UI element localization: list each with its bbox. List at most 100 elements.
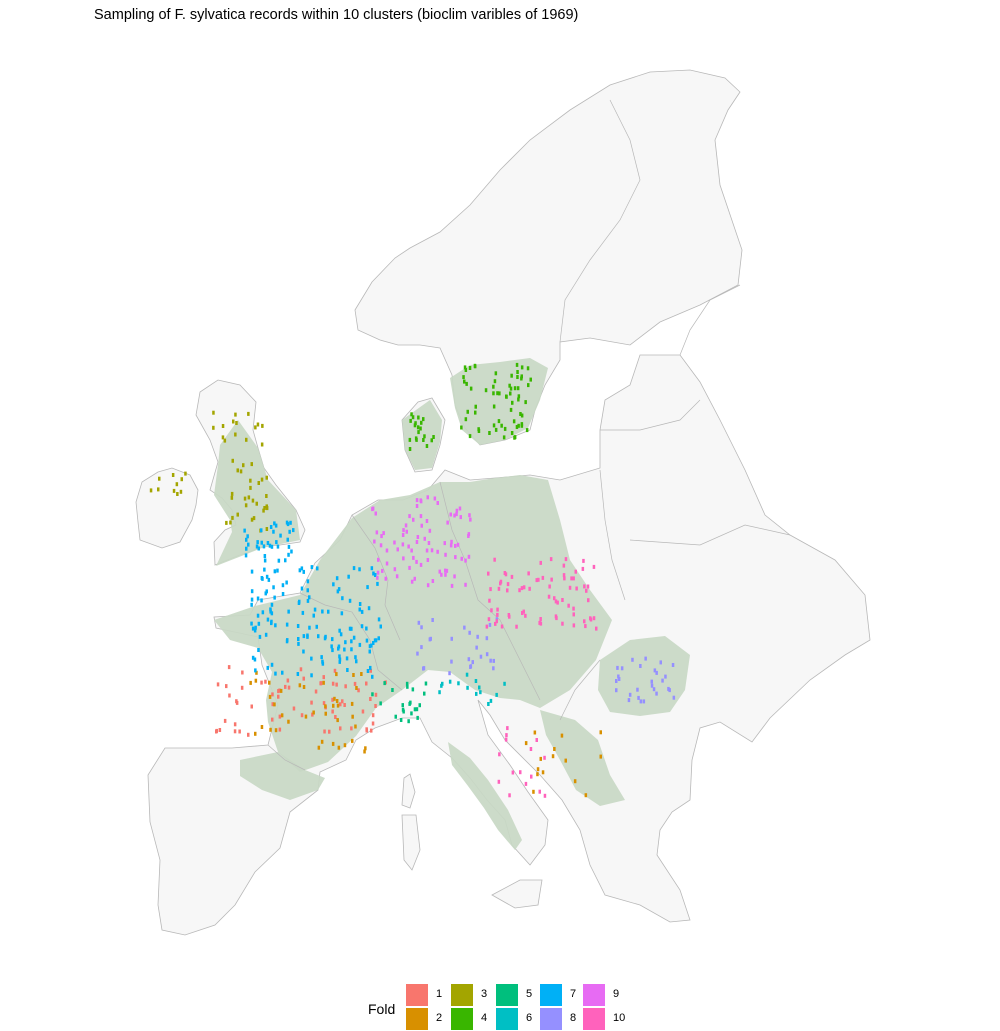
record-point-fold-7 bbox=[337, 646, 340, 651]
record-point-fold-7 bbox=[274, 623, 277, 628]
record-point-fold-7 bbox=[270, 619, 273, 624]
record-point-fold-4 bbox=[409, 418, 412, 423]
record-point-fold-2 bbox=[317, 745, 321, 750]
record-point-fold-3 bbox=[175, 482, 179, 487]
record-point-fold-4 bbox=[463, 379, 466, 384]
record-point-fold-9 bbox=[412, 517, 415, 522]
record-point-fold-10 bbox=[556, 600, 559, 605]
record-point-fold-10 bbox=[497, 779, 501, 784]
record-point-fold-1 bbox=[215, 728, 218, 733]
record-point-fold-1 bbox=[238, 729, 241, 734]
record-point-fold-10 bbox=[529, 747, 533, 751]
record-point-fold-7 bbox=[276, 568, 279, 573]
record-point-fold-10 bbox=[504, 737, 508, 742]
record-point-fold-9 bbox=[464, 558, 467, 563]
record-point-fold-9 bbox=[419, 499, 423, 504]
record-point-fold-8 bbox=[628, 692, 632, 697]
record-point-fold-2 bbox=[351, 714, 354, 719]
record-point-fold-3 bbox=[243, 496, 247, 501]
record-point-fold-9 bbox=[467, 534, 470, 538]
record-point-fold-7 bbox=[316, 566, 319, 571]
record-point-fold-2 bbox=[343, 743, 347, 748]
record-point-fold-1 bbox=[260, 680, 263, 685]
record-point-fold-1 bbox=[322, 675, 325, 680]
record-point-fold-7 bbox=[273, 595, 276, 600]
record-point-fold-2 bbox=[336, 718, 339, 723]
record-point-fold-9 bbox=[460, 556, 463, 561]
record-point-fold-2 bbox=[255, 670, 258, 675]
record-point-fold-1 bbox=[250, 704, 253, 709]
record-point-fold-8 bbox=[620, 666, 624, 671]
record-point-fold-7 bbox=[247, 542, 250, 547]
record-point-fold-2 bbox=[324, 704, 327, 709]
record-point-fold-7 bbox=[269, 525, 273, 529]
record-point-fold-7 bbox=[251, 626, 255, 631]
record-point-fold-10 bbox=[572, 606, 575, 611]
record-point-fold-7 bbox=[320, 655, 323, 660]
record-point-fold-7 bbox=[376, 581, 379, 586]
record-point-fold-2 bbox=[249, 680, 252, 685]
record-point-fold-3 bbox=[234, 432, 237, 437]
record-point-fold-4 bbox=[520, 376, 523, 381]
record-point-fold-3 bbox=[247, 495, 251, 500]
landmass-sardinia bbox=[401, 814, 421, 871]
record-point-fold-9 bbox=[445, 568, 449, 573]
record-point-fold-8 bbox=[644, 656, 647, 661]
record-point-fold-7 bbox=[345, 656, 349, 661]
record-point-fold-7 bbox=[250, 569, 254, 574]
record-point-fold-1 bbox=[369, 668, 372, 673]
country-border-3 bbox=[439, 481, 541, 701]
record-point-fold-10 bbox=[535, 738, 538, 742]
record-point-fold-7 bbox=[300, 586, 304, 591]
record-point-fold-4 bbox=[520, 365, 524, 370]
record-point-fold-7 bbox=[308, 595, 311, 600]
record-point-fold-8 bbox=[448, 671, 451, 676]
record-point-fold-7 bbox=[256, 613, 260, 618]
record-point-fold-3 bbox=[212, 425, 215, 430]
record-point-fold-8 bbox=[416, 651, 419, 656]
record-point-fold-4 bbox=[474, 404, 477, 409]
record-point-fold-1 bbox=[292, 706, 296, 711]
record-point-fold-1 bbox=[322, 701, 326, 706]
record-point-fold-10 bbox=[572, 623, 576, 628]
record-point-fold-1 bbox=[334, 715, 337, 719]
record-point-fold-2 bbox=[322, 680, 325, 685]
legend-swatch-5 bbox=[496, 984, 518, 1006]
record-point-fold-7 bbox=[374, 573, 377, 577]
record-point-fold-7 bbox=[352, 635, 356, 640]
record-point-fold-9 bbox=[458, 506, 462, 511]
record-point-fold-8 bbox=[468, 630, 471, 635]
legend-label-2: 2 bbox=[436, 1012, 443, 1024]
record-point-fold-1 bbox=[284, 684, 287, 689]
record-point-fold-4 bbox=[502, 435, 506, 440]
record-point-fold-4 bbox=[492, 423, 496, 428]
record-point-fold-8 bbox=[652, 687, 656, 692]
record-point-fold-10 bbox=[496, 607, 499, 612]
record-point-fold-2 bbox=[599, 754, 602, 759]
record-point-fold-9 bbox=[469, 517, 472, 522]
record-point-fold-3 bbox=[263, 506, 266, 510]
record-point-fold-10 bbox=[487, 571, 490, 576]
record-point-fold-7 bbox=[308, 625, 311, 630]
record-point-fold-9 bbox=[464, 582, 467, 587]
record-point-fold-1 bbox=[223, 718, 227, 723]
record-point-fold-1 bbox=[278, 727, 282, 732]
country-borders bbox=[267, 99, 791, 771]
record-point-fold-7 bbox=[302, 634, 306, 639]
record-point-fold-7 bbox=[368, 649, 371, 654]
record-point-fold-4 bbox=[463, 365, 467, 370]
range-central-europe bbox=[214, 475, 612, 772]
record-point-fold-5 bbox=[401, 703, 404, 708]
record-point-fold-1 bbox=[264, 679, 267, 684]
record-point-fold-7 bbox=[260, 576, 264, 580]
record-point-fold-9 bbox=[453, 574, 456, 579]
record-point-fold-10 bbox=[497, 586, 501, 591]
record-point-fold-5 bbox=[413, 707, 417, 712]
record-point-fold-2 bbox=[332, 703, 335, 708]
record-point-fold-9 bbox=[385, 561, 389, 566]
record-point-fold-3 bbox=[225, 520, 228, 525]
record-point-fold-8 bbox=[417, 620, 421, 625]
record-point-fold-10 bbox=[507, 613, 511, 617]
record-point-fold-1 bbox=[302, 676, 305, 681]
record-point-fold-10 bbox=[524, 781, 528, 786]
